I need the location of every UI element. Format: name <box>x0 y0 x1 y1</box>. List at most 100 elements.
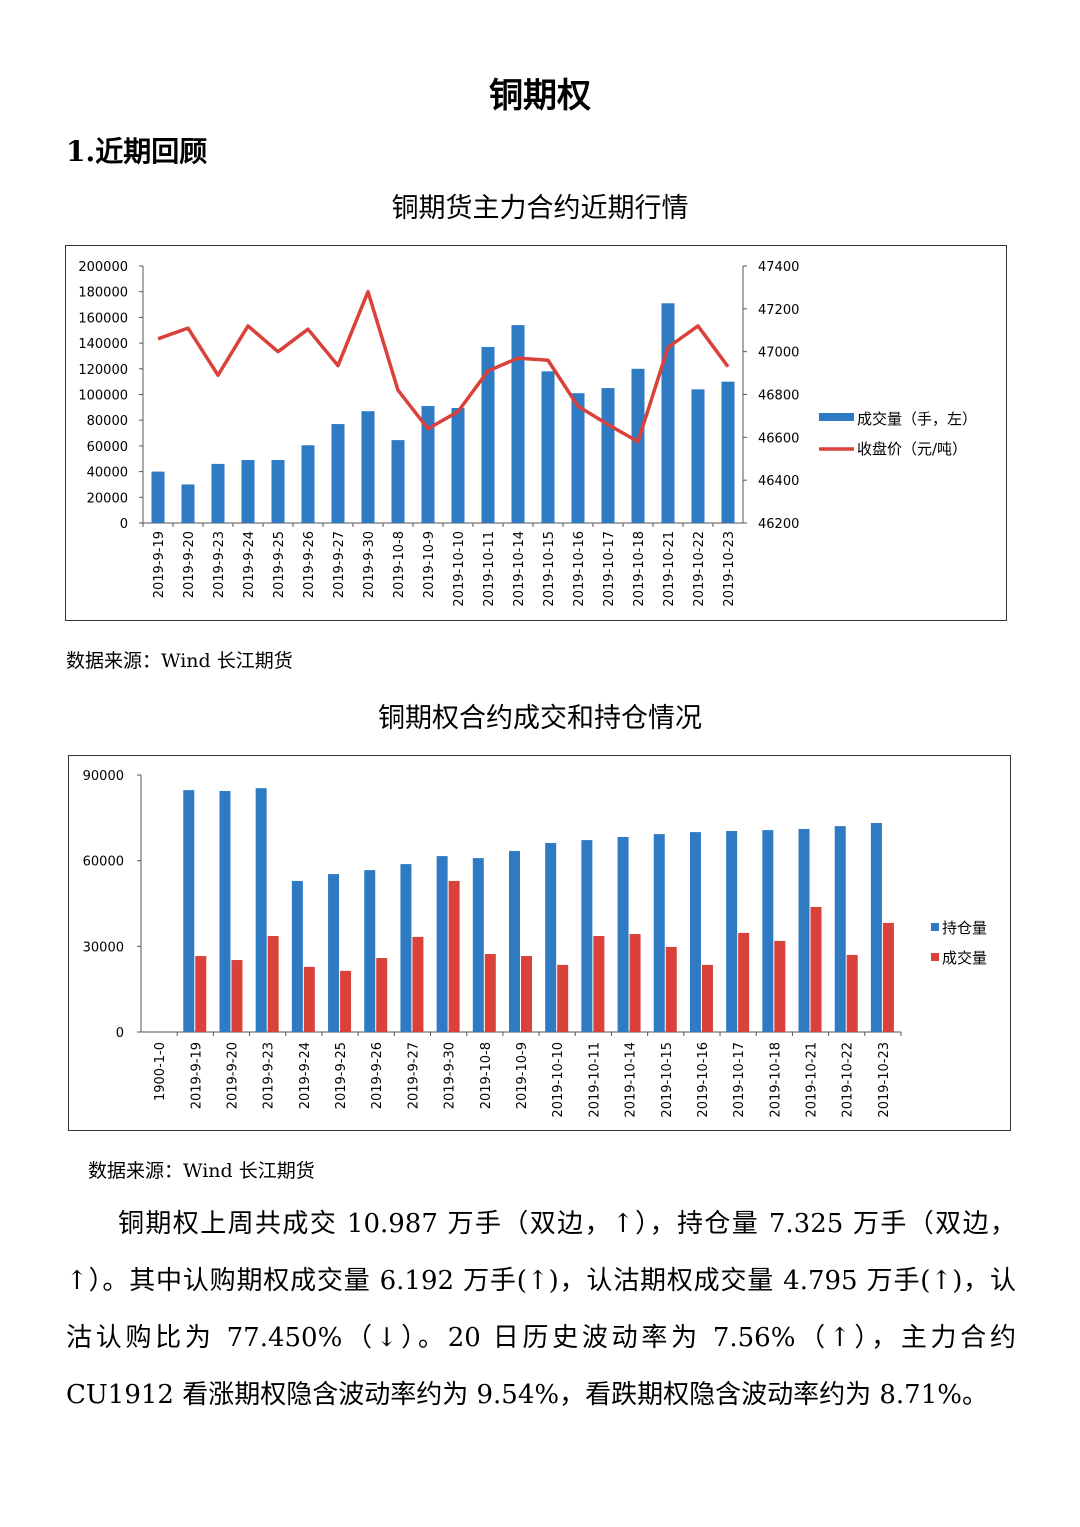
volume-bar <box>557 964 569 1032</box>
volume-bar <box>738 932 750 1032</box>
x-tick-label: 2019-10-17 <box>602 531 617 607</box>
x-tick-label: 2019-10-23 <box>722 531 737 607</box>
x-tick-label: 2019-9-20 <box>182 531 197 598</box>
legend-volume-swatch <box>931 953 939 961</box>
legend-oi-swatch <box>931 923 939 931</box>
y-tick-label: 60000 <box>83 855 124 870</box>
right-tick-label: 47400 <box>758 260 799 275</box>
left-tick-label: 120000 <box>78 363 128 378</box>
volume-bar <box>340 970 352 1032</box>
x-tick-label: 2019-9-25 <box>272 531 287 598</box>
summary-text: 铜期权上周共成交 10.987 万手（双边，↑），持仓量 7.325 万手（双边… <box>66 1209 1016 1410</box>
open-interest-bar <box>581 840 593 1032</box>
volume-bar <box>195 956 207 1032</box>
volume-bar <box>484 954 496 1032</box>
volume-bar <box>701 964 713 1032</box>
volume-bar <box>721 381 735 523</box>
open-interest-bar <box>545 842 557 1032</box>
x-tick-label: 2019-9-30 <box>443 1042 458 1109</box>
volume-bar <box>267 936 279 1032</box>
x-tick-label: 2019-10-11 <box>587 1042 602 1118</box>
x-tick-label: 2019-10-14 <box>512 531 527 607</box>
x-tick-label: 2019-9-25 <box>334 1042 349 1109</box>
open-interest-bar <box>255 788 267 1032</box>
volume-bar <box>601 388 615 523</box>
left-tick-label: 0 <box>120 517 128 532</box>
legend-volume-swatch <box>819 413 854 421</box>
left-tick-label: 20000 <box>87 491 128 506</box>
volume-bar <box>541 371 555 523</box>
x-tick-label: 2019-9-26 <box>370 1042 385 1109</box>
x-tick-label: 2019-10-17 <box>732 1042 747 1118</box>
x-tick-label: 2019-10-9 <box>515 1042 530 1109</box>
x-tick-label: 2019-10-8 <box>392 531 407 598</box>
volume-bar <box>593 936 605 1032</box>
volume-bar <box>303 966 315 1032</box>
open-interest-bar <box>798 828 810 1032</box>
x-tick-label: 2019-10-15 <box>542 531 557 607</box>
volume-bar <box>211 463 225 523</box>
x-tick-label: 2019-10-16 <box>572 531 587 607</box>
open-interest-bar <box>509 850 520 1032</box>
x-tick-label: 2019-10-16 <box>696 1042 711 1118</box>
x-tick-label: 1900-1-0 <box>153 1042 168 1101</box>
x-tick-label: 2019-9-19 <box>152 531 167 598</box>
volume-bar <box>810 906 822 1032</box>
legend-oi-label: 持仓量 <box>942 919 987 937</box>
open-interest-bar <box>291 880 303 1032</box>
left-tick-label: 60000 <box>87 440 128 455</box>
x-tick-label: 2019-9-27 <box>332 531 347 598</box>
x-tick-label: 2019-9-19 <box>189 1042 204 1109</box>
left-tick-label: 180000 <box>78 286 128 301</box>
x-tick-label: 2019-10-15 <box>660 1042 675 1118</box>
chart1-frame: 0 20000 40000 60000 80000 100000 120000 140000 1… <box>65 245 1007 621</box>
x-tick-label: 2019-10-23 <box>877 1042 892 1118</box>
volume-bar <box>846 954 858 1032</box>
volume-bar <box>665 946 677 1032</box>
volume-bar <box>271 460 285 523</box>
volume-bar <box>882 922 894 1032</box>
right-tick-label: 47200 <box>758 303 799 318</box>
x-tick-label: 2019-10-21 <box>805 1042 820 1118</box>
chart1-title: 铜期货主力合约近期行情 <box>391 193 689 224</box>
volume-bar <box>451 407 465 523</box>
open-interest-bar <box>364 870 376 1032</box>
volume-bar <box>331 424 345 523</box>
x-tick-label: 2019-10-22 <box>692 531 707 607</box>
close-price-line <box>157 289 730 444</box>
y-tick-label: 30000 <box>83 940 124 955</box>
futures-chart: 0 20000 40000 60000 80000 100000 120000 140000 1… <box>78 260 977 607</box>
open-interest-bar <box>653 834 665 1032</box>
x-tick-label: 2019-9-26 <box>302 531 317 598</box>
left-tick-label: 140000 <box>78 337 128 352</box>
volume-bar <box>629 934 641 1032</box>
volume-bar <box>421 406 435 523</box>
section-heading: 1.近期回顾 <box>66 135 208 168</box>
left-tick-label: 80000 <box>87 414 128 429</box>
open-interest-bar <box>328 874 340 1032</box>
volume-bar <box>571 393 585 523</box>
x-tick-label: 2019-9-24 <box>298 1042 313 1109</box>
x-tick-label: 2019-9-27 <box>406 1042 421 1109</box>
volume-bar <box>661 303 675 523</box>
right-tick-label: 47000 <box>758 346 799 361</box>
right-tick-label: 46800 <box>758 389 799 404</box>
volume-bar <box>521 956 532 1032</box>
open-interest-bar <box>762 830 774 1032</box>
volume-bar <box>376 958 388 1032</box>
x-tick-label: 2019-10-21 <box>662 531 677 607</box>
chart2-title: 铜期权合约成交和持仓情况 <box>378 703 702 734</box>
y-tick-label: 0 <box>116 1026 124 1041</box>
chart2-frame: 0 30000 60000 90000 1900-1-0 2019-9-19 2019-9-… <box>68 755 1011 1131</box>
chart2-source: 数据来源：Wind 长江期货 <box>88 1160 315 1182</box>
volume-bar <box>361 411 375 523</box>
x-tick-label: 2019-10-10 <box>551 1042 566 1118</box>
legend-volume-label: 成交量 <box>942 949 987 967</box>
volume-bar <box>448 880 460 1032</box>
x-tick-label: 2019-9-23 <box>262 1042 277 1109</box>
document-title: 铜期权 <box>489 76 591 116</box>
volume-bar <box>231 960 243 1032</box>
x-tick-label: 2019-9-20 <box>225 1042 240 1109</box>
volume-bar <box>241 460 255 523</box>
